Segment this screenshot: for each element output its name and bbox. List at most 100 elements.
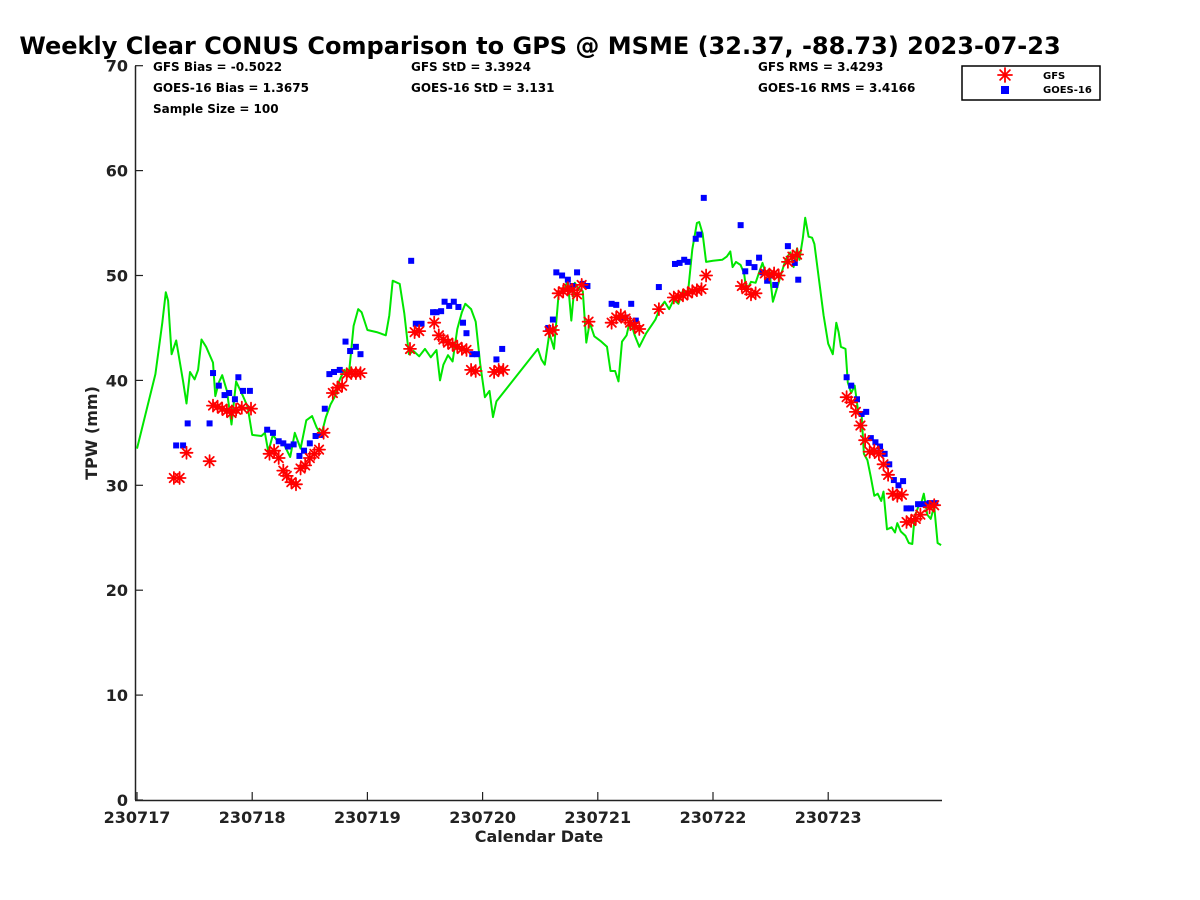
- goes-point: [173, 442, 180, 449]
- x-tick-label: 230718: [219, 808, 286, 827]
- goes-point: [342, 338, 349, 345]
- stat-goes-bias: GOES-16 Bias = 1.3675: [153, 81, 309, 95]
- goes-point: [877, 443, 884, 450]
- goes-point: [438, 308, 445, 315]
- goes-point: [681, 256, 688, 263]
- x-tick-label: 230722: [680, 808, 747, 827]
- goes-point: [742, 268, 749, 275]
- gfs-point: [570, 287, 584, 302]
- gfs-point: [699, 268, 713, 283]
- goes-point: [700, 194, 707, 201]
- goes-point: [692, 235, 699, 242]
- goes-point: [764, 277, 771, 284]
- goes-point: [751, 264, 758, 271]
- gfs-point: [335, 378, 350, 393]
- gfs-point: [219, 403, 234, 418]
- goes-point: [900, 478, 907, 485]
- goes-point: [895, 482, 902, 489]
- gfs-point: [179, 445, 194, 460]
- goes-point: [275, 438, 282, 445]
- gfs-point: [574, 277, 589, 292]
- goes-point: [858, 410, 865, 417]
- stats-block: GFS Bias = -0.5022 GOES-16 Bias = 1.3675…: [153, 60, 915, 116]
- goes-point: [463, 330, 470, 337]
- gfs-point: [853, 418, 868, 433]
- gfs-point: [762, 267, 777, 282]
- gfs-point: [289, 477, 303, 492]
- goes-point: [574, 269, 581, 276]
- stat-gfs-rms: GFS RMS = 3.4293: [758, 60, 883, 74]
- gfs-point: [848, 404, 863, 419]
- goes-point: [352, 343, 359, 350]
- goes-point: [301, 447, 308, 454]
- legend-goes-label: GOES-16: [1043, 85, 1092, 96]
- gfs-point: [459, 343, 474, 357]
- goes-point: [433, 309, 440, 316]
- goes-point: [696, 231, 703, 238]
- gfs-point: [632, 322, 647, 336]
- gfs-point: [412, 324, 427, 339]
- plot-area: 0 10 20 30 40 50 60 70 230717 230718 230719 230720…: [104, 57, 942, 827]
- goes-point: [210, 370, 217, 377]
- goes-point: [412, 320, 419, 327]
- goes-point: [306, 440, 313, 447]
- goes-point: [499, 345, 506, 352]
- x-axis-label: Calendar Date: [475, 827, 604, 846]
- stat-goes-rms: GOES-16 RMS = 3.4166: [758, 81, 915, 95]
- goes-point: [843, 374, 850, 381]
- gfs-point: [172, 471, 187, 485]
- goes-point: [791, 259, 798, 266]
- gfs-point: [267, 443, 282, 458]
- goes-point: [455, 303, 462, 310]
- series-gps-line: [136, 216, 942, 546]
- y-tick-label: 40: [106, 371, 128, 390]
- gfs-point: [234, 400, 249, 415]
- goes-point: [584, 282, 591, 289]
- gfs-point: [312, 442, 326, 457]
- goes-point: [357, 351, 364, 358]
- x-tick-label: 230723: [795, 808, 862, 827]
- goes-point: [632, 317, 639, 324]
- goes-point: [772, 281, 779, 288]
- goes-point: [920, 501, 927, 508]
- goes-point: [915, 501, 922, 508]
- goes-point: [312, 432, 319, 439]
- goes-point: [854, 396, 860, 403]
- y-tick-label: 60: [106, 162, 128, 181]
- goes-point: [564, 276, 571, 283]
- gfs-point: [790, 247, 804, 262]
- legend-goes-marker: [1001, 86, 1009, 94]
- goes-point: [269, 429, 276, 436]
- goes-point: [336, 366, 343, 373]
- legend-box: [961, 65, 1101, 101]
- legend-gfs-asterisk: [997, 67, 1013, 83]
- gfs-point: [694, 282, 709, 297]
- stat-goes-std: GOES-16 StD = 3.131: [411, 81, 554, 95]
- goes-point: [737, 222, 744, 229]
- x-tick-label: 230717: [104, 808, 171, 827]
- gfs-point: [244, 401, 258, 416]
- gfs-point: [895, 487, 909, 502]
- goes-point: [684, 258, 691, 265]
- goes-point: [867, 435, 874, 442]
- goes-point: [326, 371, 333, 378]
- goes-point: [745, 259, 752, 266]
- goes-point: [284, 443, 291, 450]
- gfs-point: [202, 454, 217, 469]
- y-tick-label: 10: [106, 686, 128, 705]
- goes-point: [545, 324, 552, 331]
- stat-sample-size: Sample Size = 100: [153, 102, 279, 116]
- gfs-point: [771, 268, 786, 283]
- goes-point: [408, 257, 415, 264]
- goes-point: [226, 389, 233, 396]
- gfs-point: [560, 281, 575, 296]
- y-axis-label: TPW (mm): [82, 386, 101, 480]
- goes-point: [655, 284, 662, 291]
- y-tick-label: 20: [106, 581, 128, 600]
- y-tick-label: 50: [106, 267, 128, 286]
- gfs-point: [913, 507, 928, 522]
- goes-point: [430, 309, 437, 316]
- goes-point: [446, 302, 453, 309]
- goes-point: [628, 300, 635, 307]
